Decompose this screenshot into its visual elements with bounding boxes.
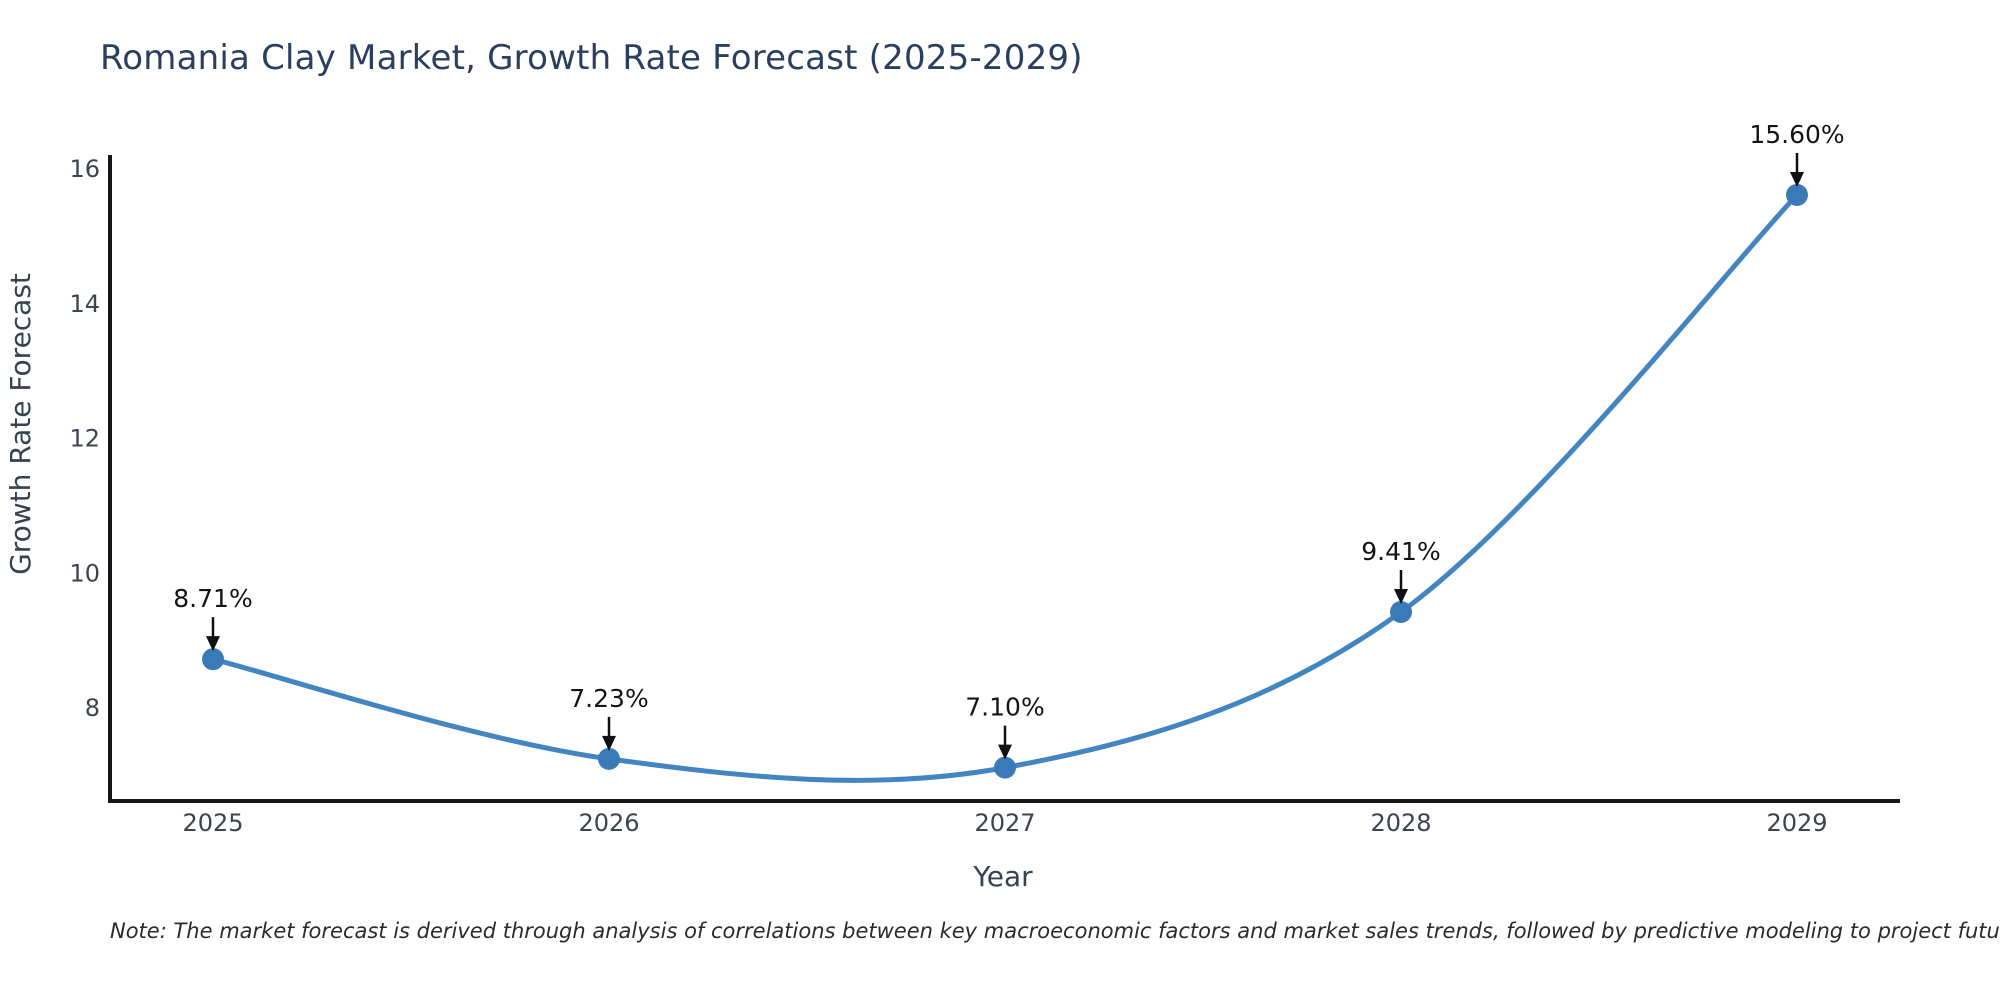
y-tick-label: 12 (69, 425, 100, 453)
point-value-label: 9.41% (1361, 537, 1440, 566)
annotation-arrowhead (1394, 589, 1408, 605)
data-point[interactable] (202, 648, 224, 671)
point-value-label: 8.71% (173, 584, 252, 613)
y-axis-title: Growth Rate Forecast (4, 273, 37, 575)
annotation-arrowhead (1790, 171, 1804, 187)
annotation-arrowhead (998, 744, 1012, 760)
y-axis-tick-labels: 8 10 12 14 16 (69, 155, 100, 722)
data-point[interactable] (1390, 601, 1412, 624)
y-tick-label: 10 (69, 559, 100, 587)
y-tick-label: 8 (85, 694, 100, 722)
x-axis-tick-labels: 2025 2026 2027 2028 2029 (182, 809, 1827, 837)
annotations-group: 8.71% 7.23% 7.10% 9.41% 15.60% (173, 120, 1845, 760)
point-value-label: 15.60% (1749, 120, 1844, 149)
x-tick-label: 2025 (182, 809, 243, 837)
series-line (210, 192, 1800, 783)
annotation-arrowhead (206, 636, 220, 652)
y-tick-label: 14 (69, 290, 100, 318)
x-tick-label: 2026 (578, 809, 639, 837)
x-tick-label: 2028 (1370, 809, 1431, 837)
y-tick-label: 16 (69, 155, 100, 183)
data-point[interactable] (994, 756, 1016, 779)
x-tick-label: 2029 (1766, 809, 1827, 837)
point-value-label: 7.10% (965, 693, 1044, 722)
data-point[interactable] (1786, 183, 1808, 206)
data-point[interactable] (598, 747, 620, 770)
series-group (202, 183, 1808, 783)
chart-title: Romania Clay Market, Growth Rate Forecas… (100, 38, 1083, 78)
footnote: Note: The market forecast is derived thr… (110, 919, 2000, 943)
x-axis-title: Year (972, 860, 1033, 893)
annotation-arrowhead (602, 735, 616, 751)
point-value-label: 7.23% (569, 684, 648, 713)
x-tick-label: 2027 (974, 809, 1035, 837)
